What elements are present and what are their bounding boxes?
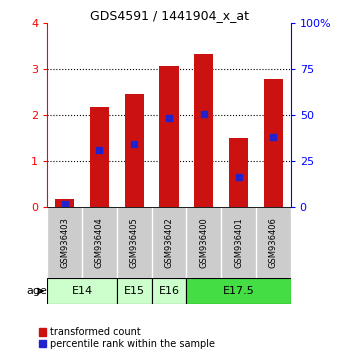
- Bar: [194, 54, 213, 207]
- Point: [97, 147, 102, 153]
- Point: [166, 115, 172, 121]
- Bar: [82, 207, 117, 278]
- Text: age: age: [26, 286, 47, 296]
- Text: GSM936400: GSM936400: [199, 217, 208, 268]
- Bar: [152, 207, 186, 278]
- Bar: [55, 199, 74, 207]
- Text: E14: E14: [72, 286, 93, 296]
- Bar: [229, 138, 248, 207]
- Title: GDS4591 / 1441904_x_at: GDS4591 / 1441904_x_at: [90, 9, 248, 22]
- Point: [62, 201, 67, 207]
- Bar: [264, 79, 283, 207]
- Bar: [90, 107, 109, 207]
- Bar: [256, 207, 291, 278]
- Bar: [117, 207, 152, 278]
- Legend: transformed count, percentile rank within the sample: transformed count, percentile rank withi…: [39, 327, 215, 349]
- Text: E17.5: E17.5: [223, 286, 255, 296]
- Point: [271, 134, 276, 140]
- Text: GSM936402: GSM936402: [165, 217, 173, 268]
- Bar: [221, 207, 256, 278]
- Bar: [117, 278, 152, 304]
- Point: [131, 141, 137, 147]
- Text: GSM936401: GSM936401: [234, 217, 243, 268]
- Point: [201, 111, 207, 117]
- Bar: [186, 278, 291, 304]
- Text: GSM936404: GSM936404: [95, 217, 104, 268]
- Bar: [125, 95, 144, 207]
- Bar: [160, 66, 178, 207]
- Text: GSM936403: GSM936403: [60, 217, 69, 268]
- Text: E16: E16: [159, 286, 179, 296]
- Text: GSM936405: GSM936405: [130, 217, 139, 268]
- Bar: [47, 278, 117, 304]
- Bar: [47, 207, 82, 278]
- Point: [236, 174, 241, 179]
- Bar: [186, 207, 221, 278]
- Text: GSM936406: GSM936406: [269, 217, 278, 268]
- Text: E15: E15: [124, 286, 145, 296]
- Bar: [152, 278, 186, 304]
